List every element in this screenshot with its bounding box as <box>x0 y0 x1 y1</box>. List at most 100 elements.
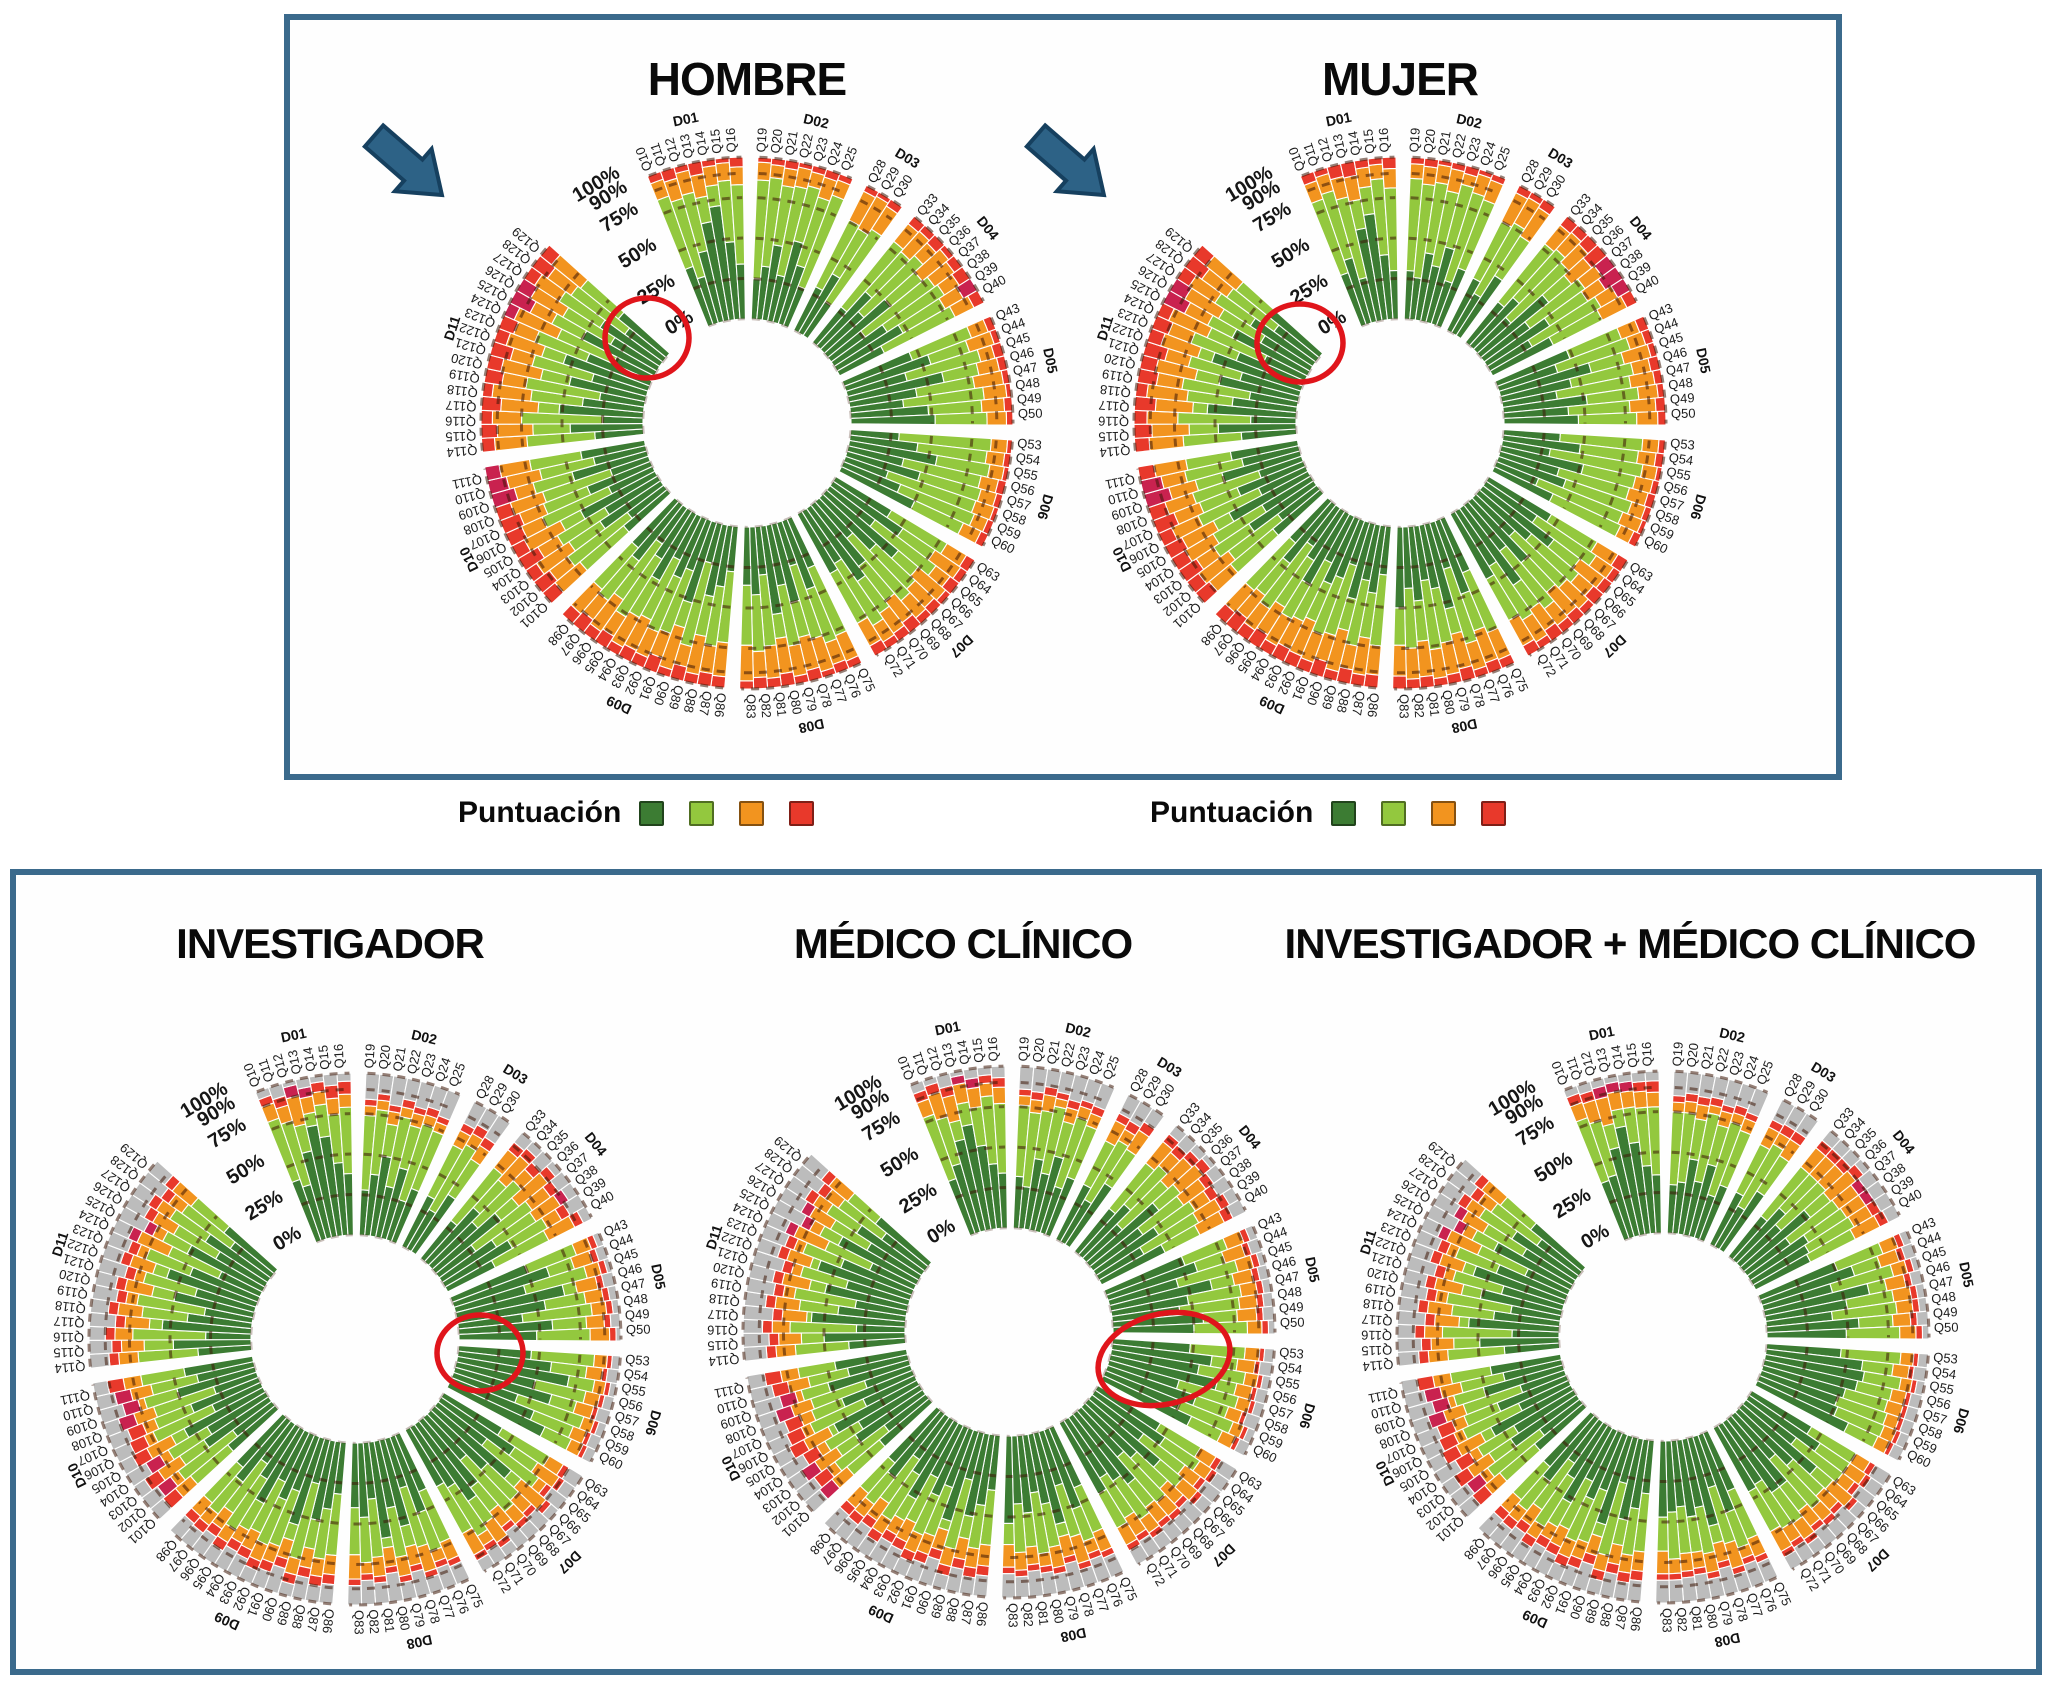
gridline <box>1074 1201 1094 1216</box>
q-label: Q21 <box>1698 1044 1717 1071</box>
gridline <box>908 1435 997 1478</box>
arrow-icon <box>360 100 490 230</box>
q-label: Q20 <box>375 1044 393 1070</box>
bar-segment <box>729 166 744 186</box>
q-label: Q79 <box>1453 686 1473 713</box>
domain-label: D02 <box>1064 1019 1093 1040</box>
q-label: Q54 <box>1668 450 1694 468</box>
q-label: Q15 <box>1360 128 1377 154</box>
gridline <box>1415 1379 1480 1507</box>
q-label: Q86 <box>712 692 730 718</box>
gridline <box>1140 1274 1156 1333</box>
bar-segment <box>1226 1198 1247 1219</box>
gridline <box>1214 1242 1237 1333</box>
gridline <box>759 155 853 180</box>
bar-segment <box>1657 1440 1669 1518</box>
gridline <box>495 256 562 450</box>
bar-segment <box>1655 1573 1670 1581</box>
gridline <box>1657 1576 1778 1605</box>
gridline <box>249 1269 279 1350</box>
gridline <box>674 497 738 528</box>
gridline <box>1490 310 1530 358</box>
q-label: Q11 <box>647 141 668 168</box>
bar-segment <box>1921 1324 1930 1340</box>
bar-segment <box>1261 1305 1276 1322</box>
gridline <box>1728 1206 1748 1221</box>
q-label: Q77 <box>1744 1591 1766 1619</box>
q-label: Q82 <box>758 693 774 718</box>
gridline <box>1531 365 1547 424</box>
q-label: Q110 <box>1369 1400 1403 1422</box>
q-label: Q46 <box>1008 344 1035 364</box>
q-label: Q45 <box>1920 1243 1948 1264</box>
gridline <box>1152 465 1217 593</box>
gridline <box>1406 277 1458 292</box>
legend-swatch-orange <box>739 800 765 826</box>
gridline <box>211 1363 250 1438</box>
q-label: Q53 <box>1279 1344 1305 1361</box>
q-label: Q46 <box>1924 1258 1951 1278</box>
domain-label: D11 <box>1357 1228 1380 1257</box>
gridline <box>1015 1186 1067 1201</box>
gridline <box>1215 614 1377 690</box>
q-label: Q13 <box>285 1049 305 1076</box>
q-label: Q16 <box>985 1037 1001 1062</box>
bar-segment <box>1237 1293 1259 1310</box>
gridline <box>1408 236 1474 255</box>
q-label: Q20 <box>1420 128 1438 154</box>
q-label: Q47 <box>1012 359 1039 378</box>
bar-segment <box>980 397 1006 414</box>
q-label: Q55 <box>1012 464 1039 483</box>
gridline <box>1675 1069 1769 1094</box>
bar-segment <box>608 1326 617 1342</box>
gridline <box>648 155 742 178</box>
gridline <box>1316 196 1396 215</box>
q-label: Q19 <box>361 1043 378 1069</box>
percent-label: 50% <box>1531 1148 1577 1188</box>
q-label: Q13 <box>1593 1047 1613 1074</box>
bar-segment <box>476 1553 496 1573</box>
domain-label: D03 <box>1545 144 1575 171</box>
gridline <box>1804 1161 1865 1235</box>
q-label: Q80 <box>1702 1603 1721 1630</box>
bar-segment <box>1396 1350 1421 1367</box>
domain-label: D09 <box>1257 693 1287 718</box>
bar-segment <box>1915 1310 1930 1327</box>
gridline <box>523 461 582 577</box>
bar-segment <box>1236 1307 1258 1323</box>
q-label: Q110 <box>61 1402 95 1424</box>
bar-segment <box>1430 1337 1455 1351</box>
gridline <box>519 272 580 447</box>
q-label: Q87 <box>696 690 715 717</box>
q-label: Q88 <box>289 1603 309 1630</box>
q-label: Q117 <box>1361 1312 1393 1329</box>
gridline <box>1299 526 1388 569</box>
bar-segment <box>728 156 744 168</box>
gridline <box>1494 381 1506 424</box>
highlight-ellipse <box>602 295 692 381</box>
bar-segment <box>1417 1349 1430 1365</box>
q-label: Q117 <box>445 398 477 415</box>
bar-segment <box>990 1065 1006 1079</box>
gridline <box>836 518 907 586</box>
bar-segment <box>989 438 1009 455</box>
bar-segment <box>934 411 988 426</box>
percent-label: 25% <box>1549 1184 1595 1224</box>
gridline <box>444 1434 515 1502</box>
q-label: Q12 <box>270 1052 291 1080</box>
bar-segment <box>1453 1337 1481 1350</box>
gridline <box>1624 1231 1661 1242</box>
q-label: Q56 <box>1925 1392 1953 1413</box>
gridline <box>852 1493 989 1559</box>
q-label: Q47 <box>1274 1268 1301 1287</box>
chart-title-investigador: INVESTIGADOR <box>176 920 485 967</box>
gridline <box>1004 1534 1106 1559</box>
domain-label: D06 <box>642 1409 664 1438</box>
bar-segment <box>496 423 534 438</box>
bar-segment <box>739 680 755 690</box>
q-label: Q14 <box>954 1039 972 1066</box>
q-label: Q116 <box>707 1323 738 1339</box>
q-label: Q14 <box>692 130 710 157</box>
gridline <box>601 326 641 439</box>
